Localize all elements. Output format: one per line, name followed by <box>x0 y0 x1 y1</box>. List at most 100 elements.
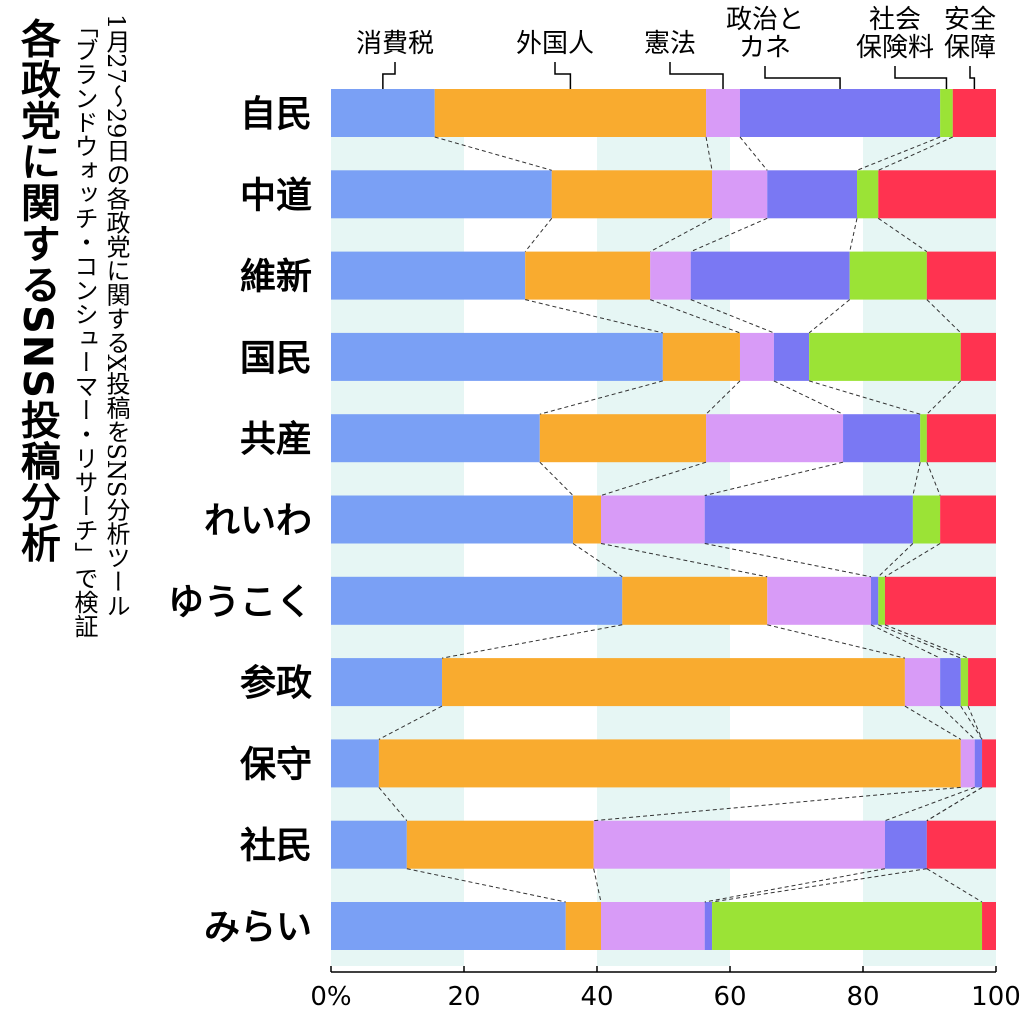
connector-line <box>739 136 768 171</box>
category-label: 保守 <box>240 744 312 785</box>
category-label: 国民 <box>240 338 312 379</box>
bar-segment-3 <box>600 495 705 544</box>
bar-segment-2 <box>406 820 594 869</box>
connector-line <box>600 543 768 578</box>
bar-segment-6 <box>926 414 996 463</box>
connector-line <box>539 380 663 415</box>
bar-segment-2 <box>442 658 905 707</box>
bar-segment-2 <box>622 576 768 625</box>
connector-line <box>441 624 623 659</box>
connector-line <box>711 868 927 903</box>
legend-leader-line <box>969 66 976 89</box>
bar-segment-1 <box>331 89 435 137</box>
bar-segment-6 <box>952 89 996 137</box>
legend-label: 政治と <box>726 5 804 35</box>
x-tick-label: 40 <box>580 982 613 1012</box>
bar-segment-4 <box>704 902 713 950</box>
bar-segment-2 <box>551 170 713 219</box>
bar-segment-3 <box>739 332 774 381</box>
legend-leader-line <box>669 62 724 89</box>
connector-line <box>378 787 408 822</box>
bar-segment-2 <box>525 251 651 300</box>
bar-segment-3 <box>767 576 871 625</box>
x-tick-label: 0% <box>310 982 351 1012</box>
bar-segment-5 <box>920 414 927 463</box>
connector-line <box>406 868 566 903</box>
connector-line <box>808 380 921 415</box>
connector-line <box>705 136 713 171</box>
x-tick-label: 20 <box>447 982 480 1012</box>
bar-segment-4 <box>870 576 879 625</box>
bar-segment-5 <box>809 332 961 381</box>
bar-segment-4 <box>739 89 941 137</box>
bar-segment-1 <box>331 495 574 544</box>
bar-segment-5 <box>878 576 885 625</box>
connector-line <box>593 868 602 903</box>
bar-segment-3 <box>600 902 705 950</box>
x-tick-label: 80 <box>846 982 879 1012</box>
bar-segment-4 <box>974 739 983 788</box>
category-label: 参政 <box>240 663 312 704</box>
connector-line <box>926 868 983 903</box>
connector-line <box>650 299 741 334</box>
connector-line <box>572 543 623 578</box>
connector-line <box>849 218 858 252</box>
connector-line <box>808 299 851 334</box>
bar-segment-5 <box>912 495 941 544</box>
bar-segment-2 <box>565 902 601 950</box>
bar-segment-2 <box>434 89 707 137</box>
bar-segment-1 <box>331 658 443 707</box>
connector-line <box>856 136 941 171</box>
connector-line <box>926 462 941 496</box>
bar-segment-4 <box>940 658 961 707</box>
legend-leader-line <box>764 66 841 89</box>
connector-line <box>884 786 975 822</box>
category-label: 維新 <box>240 257 312 298</box>
connector-line <box>434 136 552 171</box>
connector-line <box>877 543 914 578</box>
connector-line <box>705 380 741 415</box>
bar-segment-2 <box>539 414 707 463</box>
legend-label: 消費税 <box>356 29 434 59</box>
connector-line <box>704 461 844 496</box>
category-label: 中道 <box>240 175 312 216</box>
bar-segment-1 <box>331 170 552 219</box>
category-label: 共産 <box>240 419 312 460</box>
legend-label: カネ <box>739 33 791 63</box>
category-label: れいわ <box>204 501 312 542</box>
bar-segment-6 <box>982 739 996 788</box>
bar-segment-1 <box>331 414 540 463</box>
bar-segment-4 <box>690 251 850 300</box>
bar-segment-1 <box>331 576 623 625</box>
category-label: ゆうこく <box>168 582 312 623</box>
connector-line <box>912 462 921 496</box>
x-tick-label: 60 <box>713 982 746 1012</box>
legend-label: 安全 <box>944 5 996 35</box>
connector-line <box>704 868 886 903</box>
connector-line <box>378 705 443 740</box>
legend-label: 保険料 <box>856 33 934 63</box>
connector-line <box>884 624 969 659</box>
bar-segment-2 <box>573 495 601 544</box>
connector-line <box>926 786 983 822</box>
connector-line <box>926 299 962 334</box>
connector-line <box>884 543 941 578</box>
bar-segment-6 <box>884 576 996 625</box>
bar-segment-4 <box>884 820 927 869</box>
legend-label: 憲法 <box>644 29 696 59</box>
bar-segment-6 <box>960 332 996 381</box>
bar-segment-3 <box>593 820 885 869</box>
bar-segment-1 <box>331 332 663 381</box>
bar-segment-5 <box>849 251 927 300</box>
x-tick-label: 100 <box>971 982 1021 1012</box>
bar-segment-3 <box>706 414 844 463</box>
bar-segment-6 <box>940 495 996 544</box>
bar-segment-4 <box>773 332 810 381</box>
bar-segment-6 <box>878 170 996 219</box>
bar-segment-1 <box>331 739 379 788</box>
connector-line <box>904 705 962 740</box>
bar-segment-6 <box>982 902 996 950</box>
connector-line <box>539 461 574 496</box>
bar-segment-5 <box>940 89 953 137</box>
